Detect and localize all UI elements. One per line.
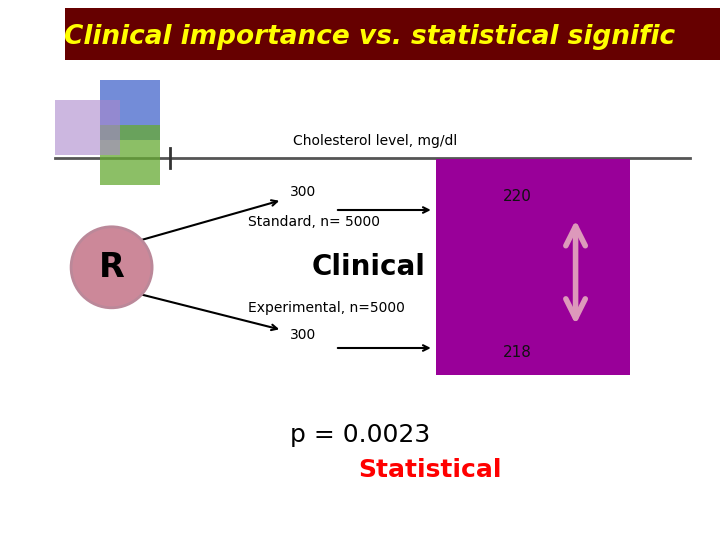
Circle shape: [71, 227, 152, 308]
Text: Cholesterol level, mg/dl: Cholesterol level, mg/dl: [293, 134, 457, 148]
Text: 300: 300: [290, 328, 316, 342]
Bar: [100, 125, 160, 185]
Text: Clinical: Clinical: [312, 253, 426, 281]
Bar: [65, 8, 720, 60]
Text: 220: 220: [503, 190, 531, 204]
Text: Standard, n= 5000: Standard, n= 5000: [248, 215, 380, 229]
Text: 218: 218: [503, 345, 531, 360]
Bar: [55, 100, 120, 155]
Text: p = 0.0023: p = 0.0023: [290, 423, 430, 447]
Text: 300: 300: [290, 185, 316, 199]
Bar: [100, 80, 160, 140]
Text: Statistical: Statistical: [359, 458, 502, 482]
Text: Experimental, n=5000: Experimental, n=5000: [248, 301, 405, 315]
Text: Clinical importance vs. statistical signific: Clinical importance vs. statistical sign…: [64, 24, 675, 50]
Bar: [436, 159, 630, 375]
Text: R: R: [99, 251, 125, 284]
